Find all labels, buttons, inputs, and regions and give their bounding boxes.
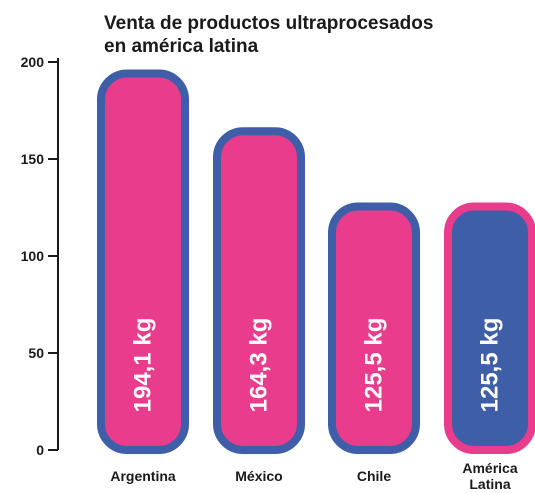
- bar: [444, 202, 535, 454]
- x-category-label: Chile: [357, 468, 391, 484]
- x-category-label: Latina: [469, 476, 510, 492]
- bar: [213, 127, 305, 454]
- bar: [328, 202, 420, 454]
- bar: [97, 69, 189, 454]
- y-tick-label: 100: [21, 248, 45, 264]
- y-tick-label: 0: [36, 442, 44, 458]
- chart-title-line-1: Venta de productos ultraprocesados: [104, 13, 434, 34]
- y-tick-label: 150: [21, 151, 45, 167]
- chart-title: Venta de productos ultraprocesados en am…: [104, 12, 524, 58]
- x-category-label: Argentina: [110, 468, 176, 484]
- y-tick-label: 200: [21, 54, 45, 70]
- bar-data-label: 164,3 kg: [246, 318, 273, 413]
- bar-data-label: 125,5 kg: [361, 318, 388, 413]
- chart-title-line-2: en américa latina: [104, 36, 259, 57]
- bar-data-label: 125,5 kg: [477, 318, 504, 413]
- bar-data-label: 194,1 kg: [130, 318, 157, 413]
- x-category-label: México: [235, 468, 282, 484]
- x-category-label: América: [462, 460, 517, 476]
- y-tick-label: 50: [28, 345, 44, 361]
